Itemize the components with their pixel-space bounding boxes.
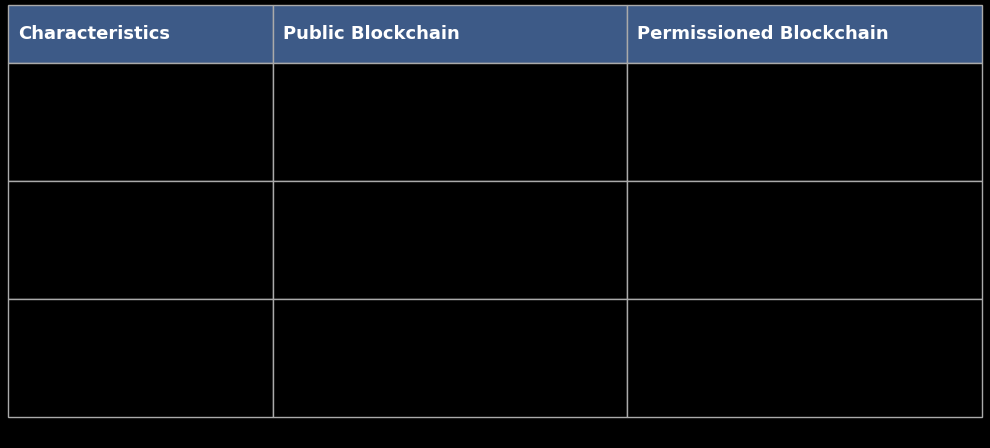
Bar — [628, 63, 982, 181]
Bar — [8, 181, 273, 299]
Bar — [273, 181, 628, 299]
Bar — [273, 5, 628, 63]
Bar — [273, 63, 628, 181]
Bar — [628, 181, 982, 299]
Bar — [273, 299, 628, 417]
Text: Characteristics: Characteristics — [18, 25, 170, 43]
Bar — [8, 299, 273, 417]
Text: Permissioned Blockchain: Permissioned Blockchain — [638, 25, 889, 43]
Text: Public Blockchain: Public Blockchain — [283, 25, 459, 43]
Bar — [628, 299, 982, 417]
Bar — [8, 5, 273, 63]
Bar — [8, 63, 273, 181]
Bar — [628, 5, 982, 63]
